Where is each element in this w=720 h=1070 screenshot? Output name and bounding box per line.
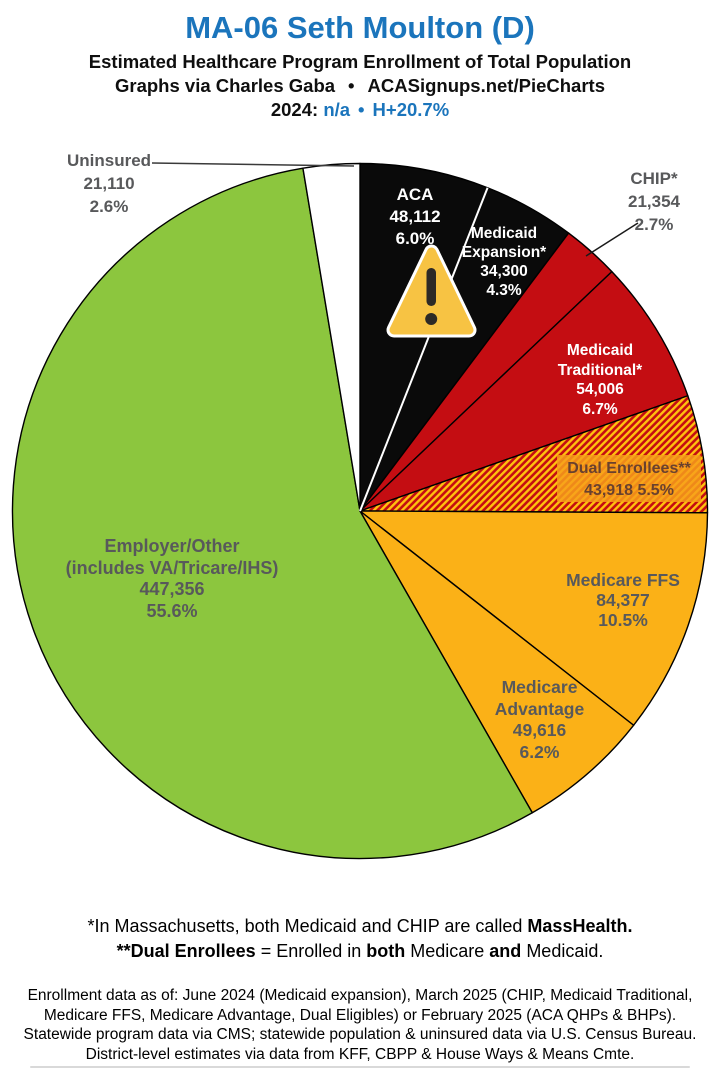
footnote-bold: **Dual Enrollees	[116, 941, 256, 961]
footnote-dual-enrollees: **Dual Enrollees = Enrolled in both Medi…	[0, 939, 720, 964]
source-line: Enrollment data as of: June 2024 (Medica…	[27, 987, 693, 1004]
footnote-text: Medicare	[405, 941, 490, 961]
footnote-text: = Enrolled in	[255, 941, 367, 961]
page-title: MA-06 Seth Moulton (D)	[185, 10, 535, 45]
pie-svg	[11, 162, 709, 860]
source-line: District-level estimates via data from K…	[85, 1045, 635, 1063]
warning-icon	[386, 244, 477, 338]
chart-header: MA-06 Seth Moulton (D) Estimated Healthc…	[0, 0, 720, 122]
pie-slice-employer-other	[11, 167, 533, 860]
bottom-edge-line	[30, 1066, 690, 1068]
slice-divider-white	[359, 187, 489, 512]
byline-bullet: •	[348, 75, 355, 96]
footnote-text: *In Massachusetts, both Medicaid and CHI…	[87, 916, 528, 936]
footnote-bold: and	[489, 941, 522, 961]
footnote-bold: MassHealth.	[527, 916, 633, 936]
footnote-bold: both	[366, 941, 406, 961]
footnotes: *In Massachusetts, both Medicaid and CHI…	[0, 914, 720, 964]
footnote-text: Medicaid.	[521, 941, 604, 961]
source-notes: Enrollment data as of: June 2024 (Medica…	[0, 986, 720, 1064]
year-label: 2024:	[270, 99, 319, 120]
chip-leader-line	[585, 222, 639, 257]
byline: Graphs via Charles Gaba • ACASignups.net/P…	[0, 74, 720, 98]
partisan-lean-value: H+20.7%	[372, 99, 450, 120]
pie-slice-uninsured	[302, 162, 361, 512]
metric-bullet: •	[358, 99, 365, 120]
source-line: Medicare FFS, Medicare Advantage, Dual E…	[43, 1006, 677, 1024]
byline-author: Graphs via Charles Gaba	[115, 75, 336, 96]
pie-slice-medicare-ffs	[359, 510, 709, 726]
chart-subtitle: Estimated Healthcare Program Enrollment …	[88, 51, 632, 72]
byline-site: ACASignups.net/PieCharts	[367, 75, 605, 96]
pie-slice-medicaid-traditional	[359, 270, 689, 512]
footnote-masshealth: *In Massachusetts, both Medicaid and CHI…	[0, 914, 720, 939]
uninsured-leader-line	[151, 162, 355, 167]
year-value: n/a	[323, 99, 351, 120]
source-line: Statewide program data via CMS; statewid…	[23, 1026, 697, 1043]
pie-slice-medicare-advantage	[359, 510, 635, 814]
year-metrics: 2024: n/a • H+20.7%	[0, 98, 720, 122]
pie-slices	[11, 162, 709, 860]
